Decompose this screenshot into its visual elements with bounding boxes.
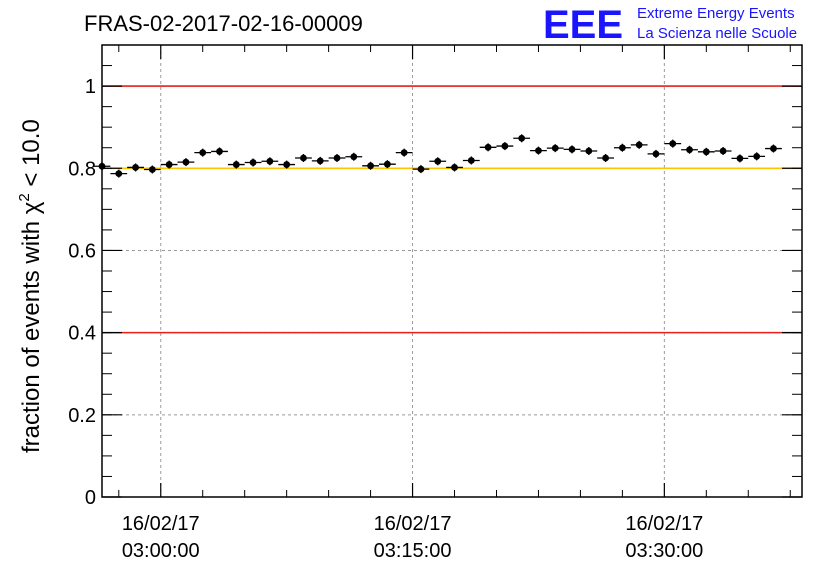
logo-mark: EEE	[543, 3, 623, 47]
x-tick-label-date: 16/02/17	[374, 513, 452, 535]
chart-title: FRAS-02-2017-02-16-00009	[84, 11, 363, 36]
data-point	[501, 142, 509, 150]
data-point	[618, 144, 626, 152]
data-point	[753, 152, 761, 160]
data-point	[367, 162, 374, 170]
data-point	[719, 147, 727, 155]
y-tick-label: 1	[85, 76, 96, 98]
data-point	[316, 157, 324, 165]
data-point	[770, 145, 777, 152]
data-point	[283, 161, 291, 168]
x-tick-label-time: 03:15:00	[374, 540, 452, 562]
data-point	[232, 161, 240, 168]
data-point	[551, 144, 559, 152]
plot-frame	[101, 44, 803, 498]
y-tick-label: 0.6	[68, 240, 96, 262]
data-point	[467, 157, 475, 164]
data-point	[518, 134, 526, 142]
x-tick-label-date: 16/02/17	[625, 513, 703, 535]
data-point	[535, 147, 542, 155]
data-point	[400, 149, 408, 157]
y-axis-title: fraction of events with χ2 < 10.0	[16, 119, 45, 453]
data-point	[165, 161, 173, 168]
data-point	[451, 164, 458, 171]
data-point	[383, 160, 391, 168]
logo-line-2: La Scienza nelle Scuole	[637, 25, 797, 42]
data-point	[686, 146, 693, 154]
data-point	[115, 170, 123, 178]
data-point	[266, 157, 274, 165]
y-tick-label: 0.4	[68, 323, 96, 345]
data-point	[148, 166, 156, 173]
grid	[102, 45, 802, 497]
logo-line-1: Extreme Energy Events	[637, 5, 795, 22]
x-tick-label-date: 16/02/17	[122, 513, 200, 535]
x-tick-label-time: 03:30:00	[625, 540, 703, 562]
data-point	[484, 143, 492, 151]
data-point	[417, 165, 425, 173]
data-point	[434, 157, 442, 165]
ticks	[102, 44, 802, 498]
y-axis-title-exponent: 2	[16, 193, 33, 201]
axes	[101, 44, 803, 498]
data-point	[736, 155, 744, 162]
reference-lines	[102, 85, 802, 334]
data-points	[93, 134, 782, 178]
y-tick-label: 0.2	[68, 405, 96, 427]
y-tick-labels: 0 0.2 0.4 0.6 0.8 1	[68, 76, 96, 509]
x-tick-label-time: 03:00:00	[122, 540, 200, 562]
y-axis-title-prefix: fraction of events with	[18, 214, 45, 453]
y-axis-title-chi: χ	[18, 201, 45, 214]
data-point	[652, 150, 660, 158]
data-point	[300, 154, 307, 162]
data-point	[199, 149, 207, 157]
data-point	[635, 141, 643, 149]
y-tick-label: 0	[85, 487, 96, 509]
data-point	[182, 158, 190, 166]
data-point	[249, 159, 257, 166]
y-tick-label: 0.8	[68, 158, 96, 180]
y-axis-title-suffix: < 10.0	[18, 119, 45, 193]
data-point	[602, 154, 609, 162]
data-point	[669, 140, 677, 148]
x-tick-labels: 16/02/17 03:00:00 16/02/17 03:15:00 16/02/17…	[122, 513, 703, 562]
data-point	[350, 153, 358, 161]
data-point	[702, 148, 710, 156]
data-point	[585, 147, 593, 155]
data-point	[568, 145, 576, 153]
eee-logo: EEE Extreme Energy Events La Scienza nel…	[543, 3, 797, 47]
data-point	[132, 164, 139, 171]
data-point	[216, 148, 223, 155]
data-point	[333, 154, 341, 162]
